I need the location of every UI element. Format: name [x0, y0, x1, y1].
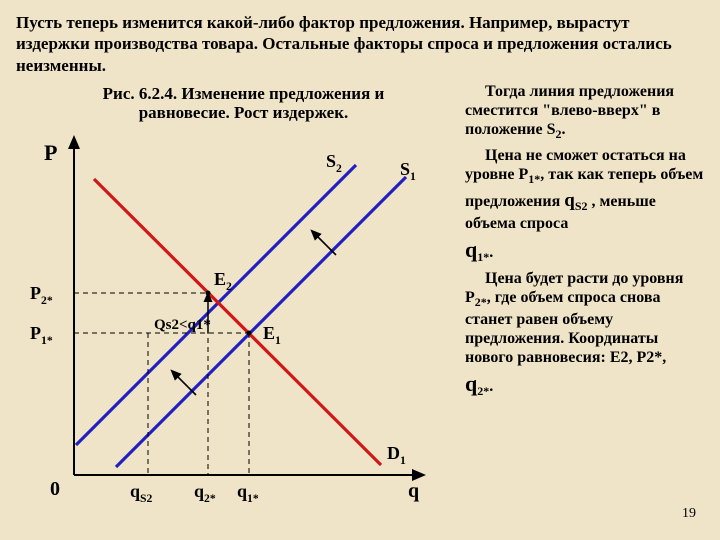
svg-text:0: 0 — [50, 478, 60, 500]
svg-text:qS2: qS2 — [130, 481, 153, 505]
text-column: Тогда линия предложения сместит­ся "влев… — [465, 82, 704, 517]
svg-text:Qs2<q1*: Qs2<q1* — [154, 317, 211, 333]
para-6: q2*. — [465, 371, 704, 399]
svg-text:P: P — [44, 140, 57, 165]
svg-text:E2: E2 — [214, 269, 232, 293]
svg-text:P2*: P2* — [30, 283, 53, 307]
svg-text:q1*: q1* — [237, 481, 259, 505]
para-5: Цена будет расти до уровня P2*, где объе… — [465, 269, 704, 367]
page-number: 19 — [682, 506, 696, 522]
svg-text:q: q — [408, 480, 419, 502]
para-2: Цена не сможет остаться на уровне P1*, т… — [465, 146, 704, 187]
svg-text:S2: S2 — [326, 151, 342, 175]
chart-column: Рис. 6.2.4. Изменение предложения и равн… — [16, 82, 451, 517]
para-4: q1*. — [465, 237, 704, 265]
para-3: предложения qS2 , меньше объема спроса — [465, 190, 704, 233]
svg-text:D1: D1 — [387, 443, 406, 467]
svg-text:E1: E1 — [263, 323, 281, 347]
supply-demand-chart: Pq0S1S2D1E2E1P1*P2*qS2q2*q1*Qs2<q1* — [16, 125, 446, 517]
svg-text:q2*: q2* — [194, 481, 216, 505]
figure-title: Рис. 6.2.4. Изменение предложения и равн… — [36, 84, 451, 123]
main-row: Рис. 6.2.4. Изменение предложения и равн… — [16, 82, 704, 517]
svg-text:P1*: P1* — [30, 323, 53, 347]
intro-text: Пусть теперь изменится какой-либо фактор… — [16, 12, 704, 76]
para-1: Тогда линия предложения сместит­ся "влев… — [465, 82, 704, 142]
